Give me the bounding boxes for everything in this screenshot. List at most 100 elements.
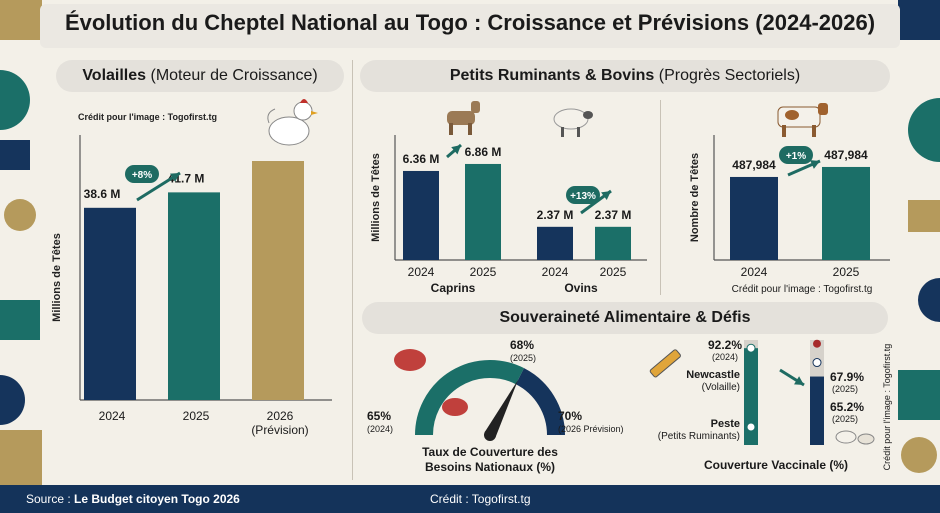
animal-part-5 <box>583 111 593 119</box>
syringe-icon <box>649 349 681 378</box>
bovins-bar-1 <box>822 166 870 260</box>
vaccine-right-a-value: 67.9% <box>830 370 864 384</box>
bovins-value-label-1: 487,984 <box>824 148 868 162</box>
ovins-growth-badge-bg <box>566 186 600 204</box>
bovins-tick-0: 2024 <box>741 265 768 279</box>
souverainete-heading: Souveraineté Alimentaire & Défis <box>499 309 751 326</box>
caprins-bar-0 <box>403 170 439 260</box>
steak-icon <box>442 398 468 416</box>
caprins-growth-arrow-head <box>451 145 461 155</box>
gauge-top-note: (2025) <box>510 353 536 363</box>
sheep-icon <box>553 108 593 137</box>
volailles-growth-badge: +8% <box>132 170 152 181</box>
cow-part-3 <box>782 125 786 137</box>
gauge-needle <box>484 379 519 438</box>
volailles-tick-1-0: 2025 <box>183 409 210 423</box>
gauge-caption-2: Besoins Nationaux (%) <box>425 460 555 474</box>
cow-part-0 <box>777 106 821 128</box>
ovins-tick-1: 2025 <box>600 265 627 279</box>
hen-part-4 <box>267 108 276 124</box>
volailles-tick-2-0: 2026 <box>267 409 294 423</box>
footer-source: Source : Le Budget citoyen Togo 2026 <box>26 492 240 506</box>
bovins-bar-0 <box>730 176 778 260</box>
vaccine-col-2024 <box>744 348 758 445</box>
goat-small-icon <box>857 433 875 445</box>
animal-part-0 <box>447 111 475 125</box>
title-banner <box>40 4 900 48</box>
ruminants-header <box>360 60 890 92</box>
footer-source-bold: Le Budget citoyen Togo 2026 <box>74 492 240 506</box>
vaccine-side-credit: Crédit pour l'image : Togofirst.tg <box>882 344 892 471</box>
animal-part-7 <box>577 127 580 137</box>
vaccine-dot-2025-peste <box>812 358 822 368</box>
caprins-tick-0: 2024 <box>408 265 435 279</box>
divider-vertical <box>352 60 353 480</box>
caprins-value-label-0: 6.36 M <box>403 152 440 166</box>
ruminants-chart: Millions de Têtes 6.36 M 2024 6.86 M 2025 Cap… <box>370 101 647 295</box>
souverainete-header <box>362 302 888 334</box>
goat-icon <box>447 101 480 135</box>
volailles-heading: Volailles (Moteur de Croissance) <box>56 67 344 85</box>
caprins-value-label-1: 6.86 M <box>465 145 502 159</box>
gauge-hub <box>484 429 496 441</box>
decor-left <box>0 0 42 485</box>
cow-part-1 <box>785 110 799 120</box>
ovins-tick-0: 2024 <box>542 265 569 279</box>
bovins-y-label: Nombre de Têtes <box>689 153 701 242</box>
coverage-gauge: 65%(2024) 68%(2025) 70%(2026 Prévision) Tau… <box>367 338 624 474</box>
hen-icon <box>267 99 318 146</box>
ovins-bar-0 <box>537 226 573 260</box>
vaccine-decline-arrow-head <box>794 376 804 385</box>
gauge-arc-filled <box>415 360 525 436</box>
divider-ruminants <box>660 100 661 295</box>
caprins-group-label: Caprins <box>431 281 476 295</box>
caprins-tick-1: 2025 <box>470 265 497 279</box>
animal-part-4 <box>553 108 589 130</box>
animal-part-1 <box>471 101 480 113</box>
volailles-bar-1 <box>168 192 220 400</box>
footer-bar <box>0 485 940 513</box>
cow-icon <box>777 103 828 137</box>
vaccine-dot-2024-peste <box>746 422 756 432</box>
ruminants-heading-rest: (Progrès Sectoriels) <box>658 67 801 84</box>
volailles-tick-2-1: (Prévision) <box>251 423 308 437</box>
volailles-chart: Crédit pour l'image : Togofirst.tg Millio… <box>51 99 332 437</box>
vaccine-newcastle: Newcastle <box>686 369 740 381</box>
vaccine-right-b-note: (2025) <box>832 414 858 424</box>
gauge-right-note: (2026 Prévision) <box>558 424 624 434</box>
hen-part-2 <box>300 99 308 103</box>
ovins-value-label-0: 2.37 M <box>537 208 574 222</box>
vaccine-chart: 92.2%(2024) Newcastle(Volaille) Peste(Peti… <box>649 338 892 472</box>
cow-part-2 <box>818 103 828 115</box>
volailles-bar-0 <box>84 207 136 400</box>
volailles-header <box>56 60 344 92</box>
ruminants-y-label: Millions de Têtes <box>370 153 382 242</box>
ovins-bar-1 <box>595 226 631 260</box>
volailles-bar-2 <box>252 161 304 400</box>
animal-part-3 <box>468 123 472 135</box>
bovins-chart: Nombre de Têtes 487,984 2024 487,984 2025 +1%… <box>689 103 890 295</box>
vaccine-peste: Peste <box>711 418 740 430</box>
bovins-tick-1: 2025 <box>833 265 860 279</box>
bovins-growth-badge: +1% <box>786 151 806 162</box>
gauge-left-value: 65% <box>367 409 391 423</box>
gauge-top-value: 68% <box>510 338 534 352</box>
ovins-value-label-1: 2.37 M <box>595 208 632 222</box>
volailles-heading-bold: Volailles <box>82 67 147 84</box>
gauge-right-value: 70% <box>558 409 582 423</box>
volailles-y-label: Millions de Têtes <box>51 233 63 322</box>
bovins-value-label-0: 487,984 <box>732 158 776 172</box>
vaccine-newcastle-sub: (Volaille) <box>702 382 740 393</box>
volailles-tick-0-0: 2024 <box>99 409 126 423</box>
ruminants-heading: Petits Ruminants & Bovins (Progrès Secto… <box>360 67 890 85</box>
vaccine-right-a-note: (2025) <box>832 384 858 394</box>
meat-icon <box>394 349 426 371</box>
decor-right <box>898 0 940 473</box>
volailles-credit: Crédit pour l'image : Togofirst.tg <box>78 112 217 122</box>
gauge-left-note: (2024) <box>367 424 393 434</box>
hen-part-0 <box>268 116 310 146</box>
bovins-growth-badge-bg <box>779 146 813 164</box>
footer-source-prefix: Source : <box>26 492 75 506</box>
animal-part-2 <box>449 123 453 135</box>
volailles-value-label-0: 38.6 M <box>84 187 121 201</box>
